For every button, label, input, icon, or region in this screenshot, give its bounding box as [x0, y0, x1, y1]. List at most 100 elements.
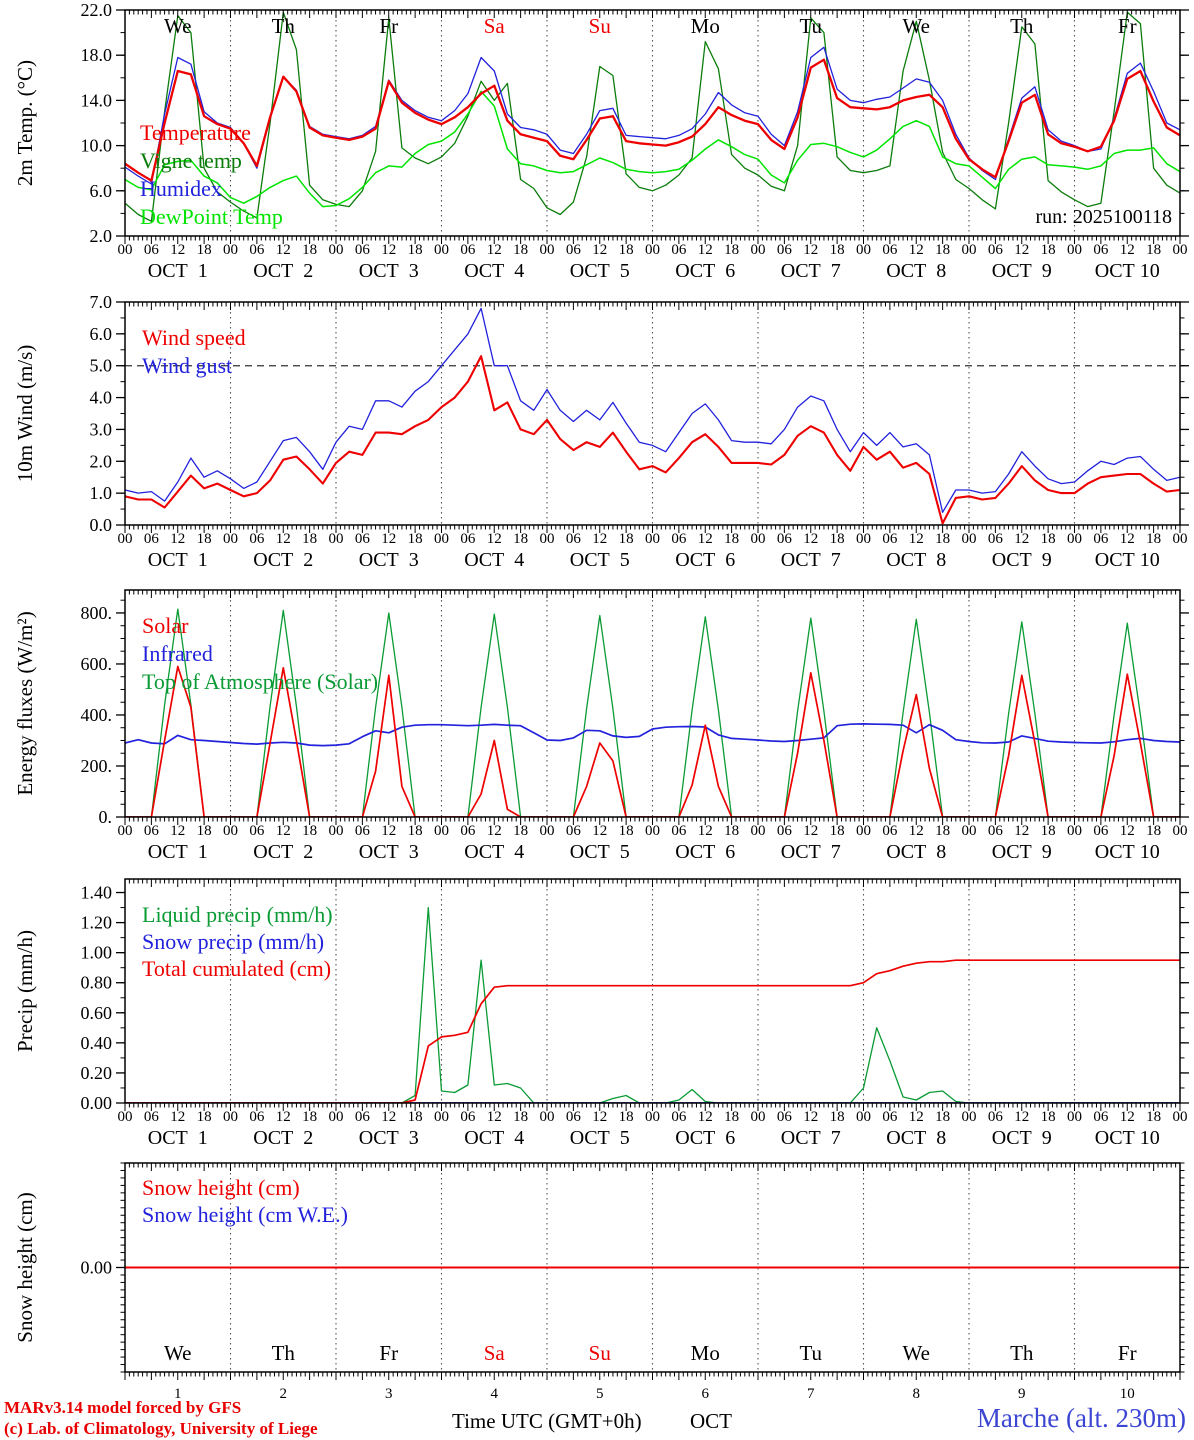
y-tick-label: 600. [81, 654, 113, 674]
hour-tick-label: 12 [170, 242, 185, 258]
y-axis-title: Precip (mm/h) [13, 930, 37, 1052]
weekday-label: Th [272, 14, 296, 38]
series-group [125, 608, 1180, 817]
hour-tick-label: 06 [249, 823, 265, 839]
date-label: OCT 4 [464, 841, 524, 863]
hour-tick-label: 00 [645, 1109, 660, 1125]
hour-tick-label: 00 [118, 531, 133, 547]
hour-tick-label: 00 [329, 531, 344, 547]
hour-tick-label: 12 [909, 823, 924, 839]
hour-tick-label: 12 [1014, 823, 1029, 839]
hour-tick-label: 00 [329, 242, 344, 258]
hour-tick-label: 00 [751, 823, 766, 839]
date-label: OCT 9 [992, 841, 1052, 863]
legend-wind-0: Wind speed [142, 325, 246, 350]
panel-precip: 0.00 0.20 0.40 0.60 0.80 1.00 1.20 1.40 00 06 12 18… [13, 878, 1189, 1149]
date-label: OCT 8 [886, 549, 946, 571]
date-label: OCT 3 [359, 1127, 419, 1149]
hour-tick-label: 18 [619, 531, 634, 547]
hour-tick-label: 00 [434, 242, 449, 258]
hour-tick-label: 18 [513, 242, 528, 258]
hour-tick-label: 06 [460, 1109, 476, 1125]
date-label: OCT 4 [464, 1127, 524, 1149]
legend-energy-fluxes-2: Top of Atmosphere (Solar) [142, 669, 378, 694]
hour-tick-label: 00 [751, 1109, 766, 1125]
hour-tick-label: 00 [540, 1109, 555, 1125]
legend-precip-0: Liquid precip (mm/h) [142, 902, 333, 927]
hour-tick-label: 12 [276, 242, 291, 258]
hour-tick-label: 12 [592, 1109, 607, 1125]
hour-tick-label: 06 [777, 823, 793, 839]
hour-tick-label: 12 [698, 823, 713, 839]
date-label: OCT 2 [253, 841, 313, 863]
series-total-cumulated [125, 959, 1180, 1103]
hour-tick-label: 00 [540, 531, 555, 547]
panel-frame [124, 878, 1181, 1104]
hour-tick-label: 00 [751, 242, 766, 258]
hour-tick-label: 12 [276, 531, 291, 547]
hour-tick-label: 06 [988, 531, 1004, 547]
weekday-label: We [164, 1341, 191, 1365]
hour-tick-label: 00 [223, 531, 238, 547]
date-label: OCT 3 [359, 260, 419, 282]
hour-tick-label: 12 [381, 531, 396, 547]
hour-tick-label: 00 [962, 823, 977, 839]
series-infrared [125, 723, 1180, 747]
weekday-label: Sa [484, 14, 506, 38]
hour-tick-label: 12 [170, 1109, 185, 1125]
hour-tick-label: 12 [170, 531, 185, 547]
y-axis-title: 2m Temp. (°C) [13, 60, 37, 186]
panel-frame [124, 9, 1181, 237]
hour-tick-label: 06 [249, 1109, 265, 1125]
hour-tick-label: 18 [724, 823, 739, 839]
day-number-label: 9 [1018, 1386, 1026, 1402]
y-tick-label: 1.40 [81, 883, 113, 903]
hour-tick-label: 00 [1067, 242, 1082, 258]
date-label: OCT 10 [1095, 260, 1160, 282]
hour-tick-label: 18 [197, 1109, 212, 1125]
hour-tick-label: 00 [1173, 823, 1188, 839]
date-label: OCT 6 [675, 260, 735, 282]
hour-tick-label: 06 [144, 823, 160, 839]
hour-tick-label: 18 [724, 531, 739, 547]
station-name: Marche (alt. 230m) [976, 1403, 1186, 1433]
weekday-label: Tu [799, 14, 822, 38]
weekday-label: Mo [691, 1341, 720, 1365]
hour-tick-label: 06 [460, 242, 476, 258]
hour-tick-label: 18 [619, 823, 634, 839]
series-wind-gust [125, 307, 1180, 513]
hour-tick-label: 18 [513, 823, 528, 839]
hour-tick-label: 00 [962, 531, 977, 547]
weekday-label: Sa [484, 1341, 506, 1365]
legend-snow-height-1: Snow height (cm W.E.) [142, 1202, 348, 1227]
hour-tick-label: 06 [882, 531, 898, 547]
legend-wind-1: Wind gust [142, 353, 232, 378]
date-label: OCT 4 [464, 549, 524, 571]
hour-tick-label: 12 [276, 823, 291, 839]
y-tick-label: 1.20 [81, 913, 113, 933]
weekday-label: Mo [691, 14, 720, 38]
y-tick-label: 400. [81, 705, 113, 725]
legend-temperature-0: Temperature [140, 120, 251, 145]
y-tick-label: 10.0 [81, 136, 113, 156]
y-tick-label: 18.0 [81, 45, 113, 65]
y-tick-label: 0.00 [81, 1093, 113, 1113]
y-tick-label: 2.0 [90, 451, 113, 471]
hour-tick-label: 18 [302, 823, 317, 839]
hour-tick-label: 18 [513, 1109, 528, 1125]
day-number-label: 2 [280, 1386, 288, 1402]
y-tick-label: 0.0 [90, 515, 113, 535]
hour-tick-label: 18 [1041, 823, 1056, 839]
hour-tick-label: 18 [830, 242, 845, 258]
run-timestamp: run: 2025100118 [1035, 206, 1172, 228]
day-number-label: 1 [174, 1386, 182, 1402]
weekday-label: We [903, 14, 930, 38]
date-label: OCT 7 [781, 549, 841, 571]
date-label: OCT 7 [781, 1127, 841, 1149]
hour-tick-label: 12 [803, 531, 818, 547]
day-number-label: 5 [596, 1386, 604, 1402]
legend-temperature-1: Vigne temp [140, 148, 242, 173]
hour-tick-label: 00 [962, 242, 977, 258]
hour-tick-label: 18 [619, 1109, 634, 1125]
hour-tick-label: 00 [118, 823, 133, 839]
